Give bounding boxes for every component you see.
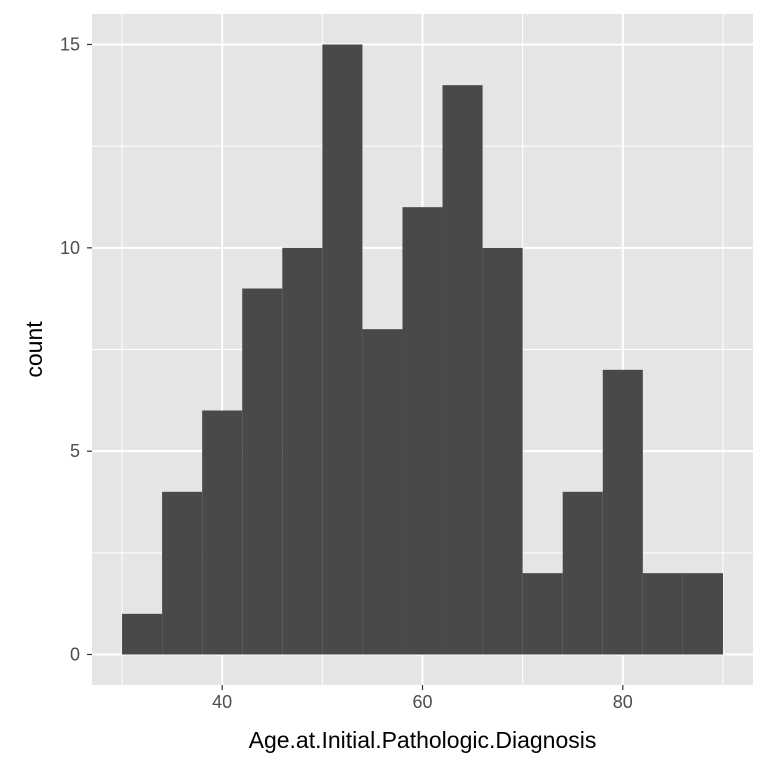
x-tick-label: 80	[613, 692, 633, 712]
x-axis-ticks: 40 60 80	[212, 685, 633, 712]
histogram-bar	[682, 573, 723, 655]
histogram-bar	[242, 288, 283, 655]
y-axis-title: count	[21, 321, 47, 378]
y-tick-label: 0	[70, 645, 80, 665]
histogram-bar	[202, 410, 243, 655]
histogram-bar	[122, 613, 163, 655]
histogram-bar	[442, 85, 483, 655]
histogram-bar	[322, 44, 363, 655]
bars	[122, 44, 723, 655]
histogram-bar	[602, 369, 643, 655]
histogram-bar	[642, 573, 683, 655]
histogram-bar	[282, 247, 323, 655]
histogram-bar	[362, 329, 403, 655]
histogram-bar	[482, 247, 523, 655]
x-tick-label: 60	[412, 692, 432, 712]
histogram-bar	[522, 573, 563, 655]
x-axis-title: Age.at.Initial.Pathologic.Diagnosis	[249, 727, 597, 753]
y-tick-label: 10	[60, 238, 80, 258]
histogram-bar	[162, 491, 203, 655]
y-axis-ticks: 0 5 10 15	[60, 35, 92, 665]
y-tick-label: 15	[60, 35, 80, 55]
histogram-bar	[562, 491, 603, 655]
x-tick-label: 40	[212, 692, 232, 712]
y-tick-label: 5	[70, 441, 80, 461]
histogram-bar	[402, 207, 443, 655]
